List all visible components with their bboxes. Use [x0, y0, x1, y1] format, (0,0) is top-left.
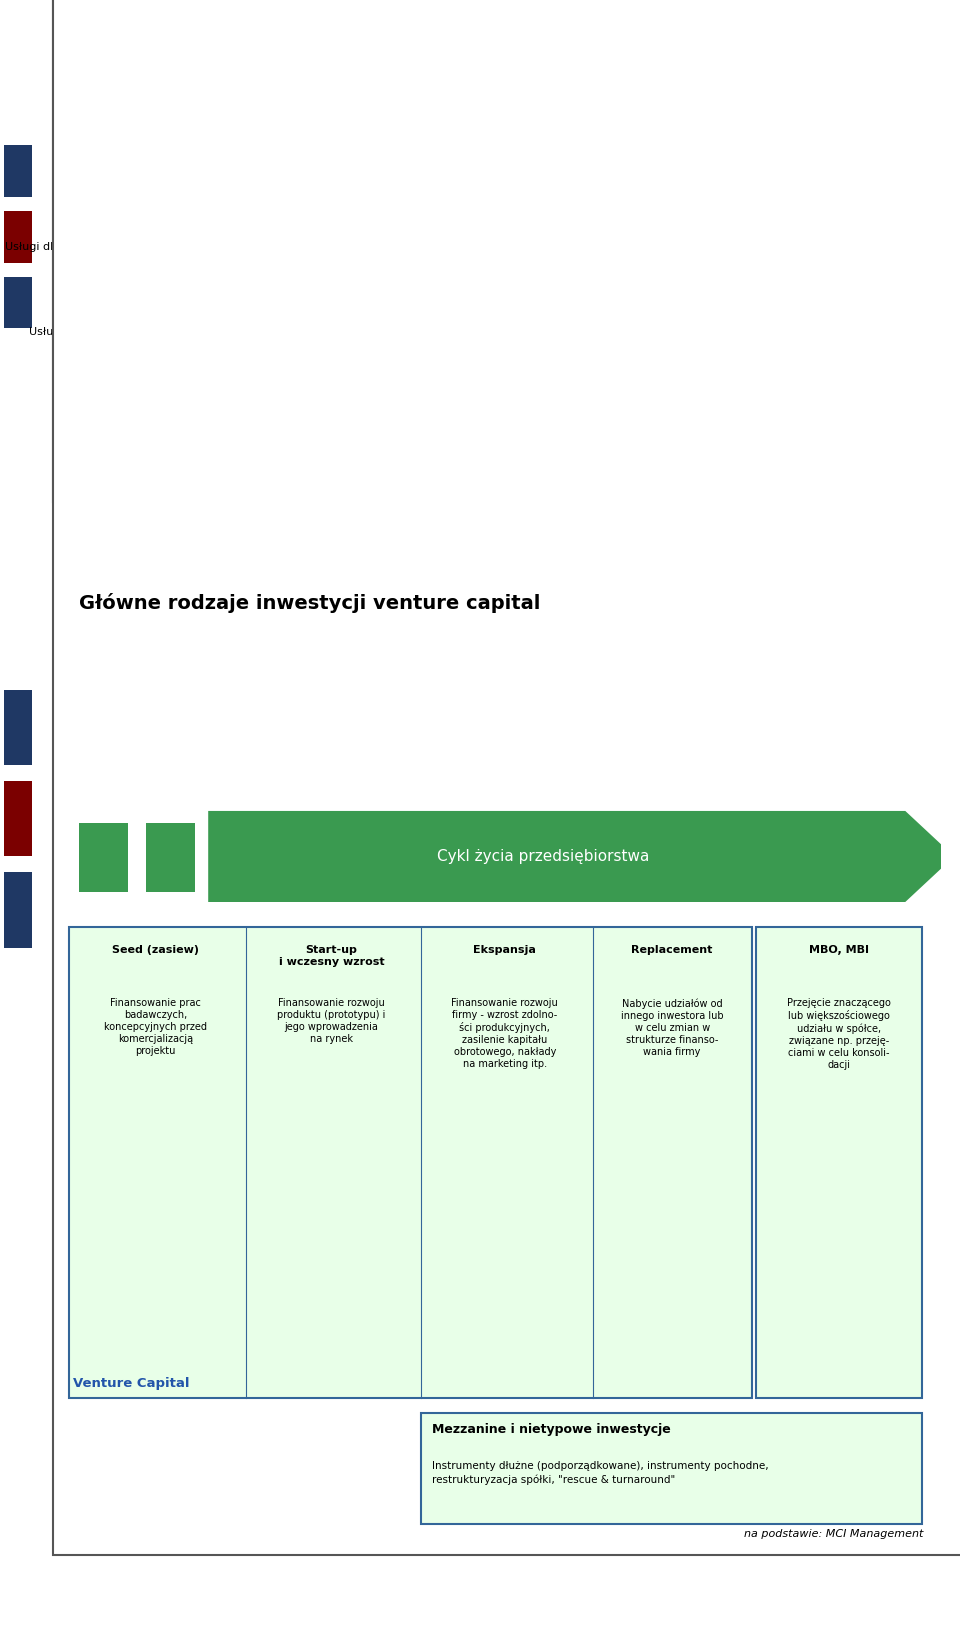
- Text: Branża medyczna,
farmaceutyczna,
biotechnologia
9,9%: Branża medyczna, farmaceutyczna, biotech…: [765, 345, 884, 477]
- Text: Główne rodzaje inwestycji venture capital: Główne rodzaje inwestycji venture capita…: [80, 594, 540, 614]
- Wedge shape: [214, 291, 497, 357]
- Polygon shape: [208, 811, 954, 901]
- Wedge shape: [483, 291, 651, 441]
- Text: Nabycie udziałów od
innego inwestora lub
w celu zmian w
strukturze finanso-
wani: Nabycie udziałów od innego inwestora lub…: [621, 999, 724, 1056]
- Text: Przejęcie znaczącego
lub większościowego
udziału w spółce,
związane np. przeję-
: Przejęcie znaczącego lub większościowego…: [787, 999, 891, 1069]
- Text: (2008, wg. liczby firm): (2008, wg. liczby firm): [80, 79, 265, 95]
- Text: MBO, MBI: MBO, MBI: [809, 946, 869, 956]
- Bar: [4, 872, 33, 948]
- Text: Struktura branżowa inwestycji VC w Polsce: Struktura branżowa inwestycji VC w Polsc…: [80, 48, 516, 64]
- Bar: [80, 822, 129, 892]
- Text: Transport
4,2%: Transport 4,2%: [233, 69, 363, 344]
- Text: Seed (zasiew): Seed (zasiew): [112, 946, 199, 956]
- Wedge shape: [497, 291, 776, 416]
- Text: na podstawie: MCI Management: na podstawie: MCI Management: [744, 1530, 924, 1540]
- Text: Finansowanie rozwoju
firmy - wzrost zdolno-
ści produkcyjnych,
zasilenie kapitał: Finansowanie rozwoju firmy - wzrost zdol…: [451, 999, 558, 1069]
- Text: Finansowanie prac
badawczych,
koncepcyjnych przed
komercjalizacją
projektu: Finansowanie prac badawczych, koncepcyjn…: [104, 999, 206, 1056]
- Bar: [4, 145, 33, 197]
- Text: Mezzanine i nietypowe inwestycje: Mezzanine i nietypowe inwestycje: [432, 1423, 671, 1436]
- Text: Źródło: opracowanie własne na
bazie danych PSIK: Źródło: opracowanie własne na bazie dany…: [80, 454, 243, 479]
- Text: Energetyka i
surowce
4,2%: Energetyka i surowce 4,2%: [54, 161, 258, 372]
- Text: Telekomunikacja i
media
28,2%: Telekomunikacja i media 28,2%: [569, 120, 898, 153]
- Bar: [4, 781, 33, 857]
- Text: Usługi finansowe
5,6%: Usługi finansowe 5,6%: [29, 327, 362, 423]
- Text: Branża
konsumpcyjna -
inne
5,6%: Branża konsumpcyjna - inne 5,6%: [54, 405, 451, 449]
- Wedge shape: [295, 161, 497, 291]
- Text: Inne
8,5%: Inne 8,5%: [215, 54, 582, 290]
- Text: Venture Capital: Venture Capital: [73, 1377, 190, 1390]
- Bar: [69, 928, 752, 1398]
- Text: Replacement: Replacement: [632, 946, 713, 956]
- Wedge shape: [213, 253, 497, 306]
- Text: Instrumenty dłużne (podporządkowane), instrumenty pochodne,
restrukturyzacja spó: Instrumenty dłużne (podporządkowane), in…: [432, 1461, 769, 1484]
- Bar: [4, 276, 33, 329]
- Text: Finansowanie rozwoju
produktu (prototypu) i
jego wprowadzenia
na rynek: Finansowanie rozwoju produktu (prototypu…: [277, 999, 386, 1045]
- Text: Ekspansja: Ekspansja: [473, 946, 537, 956]
- Wedge shape: [497, 141, 780, 321]
- Text: Start-up
i wczesny wzrost: Start-up i wczesny wzrost: [278, 946, 384, 967]
- Wedge shape: [222, 217, 497, 291]
- Bar: [4, 211, 33, 263]
- Wedge shape: [250, 186, 497, 291]
- Wedge shape: [353, 141, 498, 291]
- Bar: [4, 689, 33, 765]
- Bar: [146, 822, 195, 892]
- Text: Dobra
konsumpcyjne -
produkcja i
dystrybucja
8,5%: Dobra konsumpcyjne - produkcja i dystryb…: [257, 436, 574, 530]
- Bar: [756, 928, 923, 1398]
- Wedge shape: [241, 291, 497, 416]
- Wedge shape: [340, 291, 497, 441]
- Text: Usługi dla biznesu
4,2%: Usługi dla biznesu 4,2%: [5, 242, 294, 395]
- Text: IT
12,7%: IT 12,7%: [771, 250, 852, 362]
- Bar: [421, 1413, 923, 1525]
- Text: Produkcja dla
biznesu
8,5%: Produkcja dla biznesu 8,5%: [504, 401, 688, 508]
- Text: Cykl życia przedsiębiorstwa: Cykl życia przedsiębiorstwa: [437, 849, 649, 864]
